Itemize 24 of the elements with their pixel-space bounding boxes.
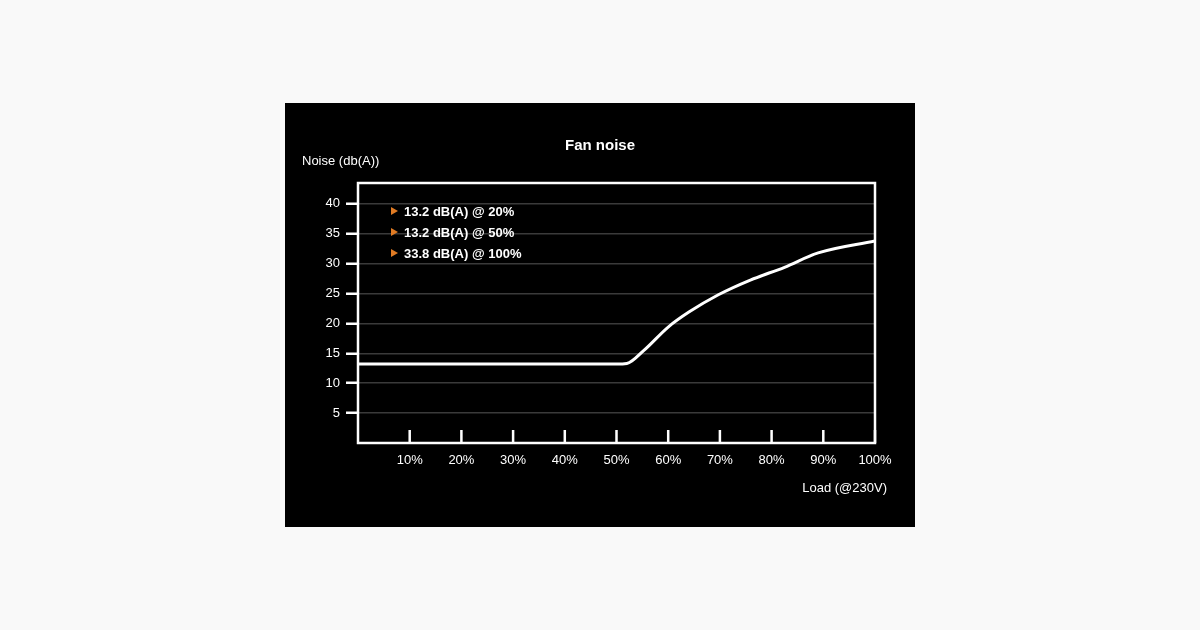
x-tick-label: 10%	[396, 452, 424, 468]
x-tick-label: 50%	[603, 452, 630, 468]
chart-title: Fan noise	[564, 136, 636, 153]
annotation: 33.8 dB(A) @ 100%	[404, 246, 522, 261]
annotation: 13.2 dB(A) @ 20%	[404, 204, 515, 219]
x-tick-label: 20%	[448, 452, 475, 468]
y-tick-label: 40	[325, 195, 340, 211]
x-tick-label: 90%	[810, 452, 837, 468]
y-tick-label: 5	[332, 404, 340, 420]
x-tick-label: 30%	[500, 452, 527, 468]
x-tick-label: 60%	[655, 452, 682, 468]
y-tick-label: 25	[325, 285, 340, 301]
y-axis-title: Noise (db(A))	[302, 153, 380, 168]
y-tick-label: 15	[325, 344, 340, 360]
y-tick-label: 35	[325, 225, 340, 241]
x-tick-label: 40%	[551, 452, 579, 468]
y-tick-label: 30	[325, 255, 340, 271]
y-tick-label: 10	[325, 374, 340, 390]
x-tick-label: 100%	[858, 452, 893, 468]
x-tick-label: 80%	[758, 452, 786, 468]
x-axis-title: Load (@230V)	[802, 480, 887, 495]
x-tick-label: 70%	[706, 452, 734, 468]
annotation: 13.2 dB(A) @ 50%	[404, 225, 515, 240]
y-tick-label: 20	[325, 315, 340, 331]
